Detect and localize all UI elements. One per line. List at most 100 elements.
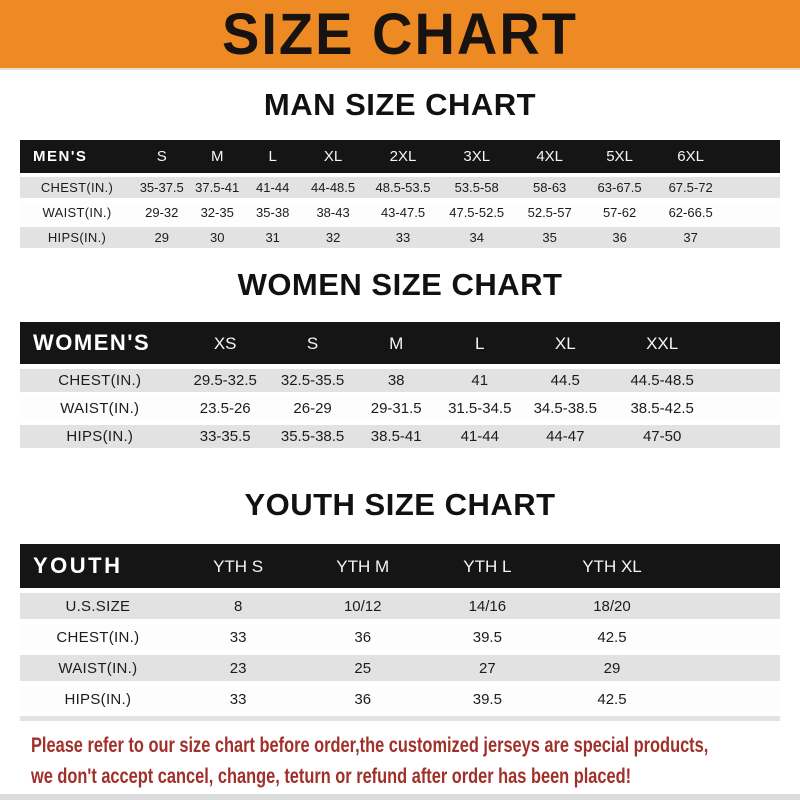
size-value: 33 bbox=[229, 690, 247, 708]
size-value: 43-47.5 bbox=[380, 205, 426, 220]
size-value: 41-44 bbox=[256, 180, 290, 195]
table-corner-label: YOUTH bbox=[33, 553, 123, 578]
size-value: 44-47 bbox=[546, 428, 585, 445]
size-column-header: S bbox=[306, 333, 319, 353]
table-row: WAIST(IN.) 23 25 27 29 bbox=[20, 655, 780, 681]
size-value: 38.5-42.5 bbox=[630, 400, 694, 417]
row-label: WAIST(IN.) bbox=[58, 659, 138, 677]
size-value: 38 bbox=[387, 372, 405, 389]
size-value: 38-43 bbox=[316, 205, 350, 220]
size-value: 33 bbox=[395, 230, 411, 245]
table-header-row: MEN'S S M L XL 2XL 3XL 4XL 5XL 6XL bbox=[20, 140, 780, 173]
table-corner-label: MEN'S bbox=[33, 148, 88, 165]
size-column-header: L bbox=[475, 333, 485, 353]
size-value: 29 bbox=[603, 659, 621, 677]
row-label: CHEST(IN.) bbox=[58, 372, 142, 389]
size-column-header: XXL bbox=[646, 333, 679, 353]
row-label: WAIST(IN.) bbox=[42, 205, 112, 220]
table-row: CHEST(IN.) 35-37.5 37.5-41 41-44 44-48.5 48.5… bbox=[20, 177, 780, 198]
size-value: 52.5-57 bbox=[527, 205, 572, 220]
disclaimer-line-2: we don't accept cancel, change, teturn o… bbox=[31, 765, 632, 788]
disclaimer-line-1: Please refer to our size chart before or… bbox=[31, 734, 709, 757]
size-value: 42.5 bbox=[597, 690, 627, 708]
size-value: 23.5-26 bbox=[199, 400, 251, 417]
size-value: 36 bbox=[612, 230, 627, 245]
size-value: 33-35.5 bbox=[199, 428, 251, 445]
size-value: 41 bbox=[471, 372, 489, 389]
table-corner-label: WOMEN'S bbox=[33, 330, 151, 355]
row-label: HIPS(IN.) bbox=[64, 690, 132, 708]
size-value: 58-63 bbox=[533, 180, 567, 195]
size-column-header: S bbox=[156, 148, 167, 165]
size-column-header: 5XL bbox=[606, 148, 633, 165]
size-column-header: XS bbox=[213, 333, 237, 353]
size-value: 29.5-32.5 bbox=[193, 372, 257, 389]
size-value: 18/20 bbox=[593, 597, 631, 615]
size-value: 32 bbox=[325, 230, 341, 245]
table-row: HIPS(IN.) 33 36 39.5 42.5 bbox=[20, 686, 780, 712]
size-value: 8 bbox=[233, 597, 243, 615]
banner: SIZE CHART bbox=[0, 0, 800, 70]
row-label: CHEST(IN.) bbox=[40, 180, 114, 195]
table-row: CHEST(IN.) 29.5-32.5 32.5-35.5 38 41 44.5 44.5… bbox=[20, 369, 780, 392]
size-value: 10/12 bbox=[343, 597, 382, 615]
women-section-title: WOMEN SIZE CHART bbox=[237, 267, 563, 302]
table-header-row: YOUTH YTH S YTH M YTH L YTH XL bbox=[20, 544, 780, 588]
size-value: 63-67.5 bbox=[597, 180, 642, 195]
size-value: 67.5-72 bbox=[668, 180, 713, 195]
man-section-title: MAN SIZE CHART bbox=[263, 87, 537, 122]
row-label: U.S.SIZE bbox=[65, 597, 131, 615]
table-header-row: WOMEN'S XS S M L XL XXL bbox=[20, 322, 780, 364]
size-column-header: 3XL bbox=[463, 148, 491, 165]
size-value: 37 bbox=[683, 230, 698, 245]
size-value: 31 bbox=[265, 230, 280, 245]
size-value: 36 bbox=[354, 628, 372, 646]
size-value: 35 bbox=[542, 230, 557, 245]
size-value: 44.5-48.5 bbox=[630, 372, 694, 389]
size-value: 32.5-35.5 bbox=[280, 372, 345, 389]
size-value: 37.5-41 bbox=[195, 180, 240, 195]
size-column-header: L bbox=[268, 148, 277, 165]
size-value: 30 bbox=[209, 230, 225, 245]
size-value: 48.5-53.5 bbox=[375, 180, 431, 195]
size-value: 35-37.5 bbox=[139, 180, 184, 195]
size-value: 23 bbox=[229, 659, 247, 677]
page-title: SIZE CHART bbox=[222, 0, 578, 67]
table-row: HIPS(IN.) 29 30 31 32 33 34 35 36 37 bbox=[20, 227, 780, 248]
size-value: 34 bbox=[469, 230, 484, 245]
size-value: 47.5-52.5 bbox=[449, 205, 505, 220]
size-value: 53.5-58 bbox=[454, 180, 499, 195]
womens-size-table: WOMEN'S XS S M L XL XXL CHEST(IN.) 29.5-32.5 32.5… bbox=[20, 322, 780, 448]
size-column-header: YTH L bbox=[463, 556, 512, 576]
size-value: 62-66.5 bbox=[668, 205, 713, 220]
size-column-header: M bbox=[389, 333, 404, 353]
size-value: 39.5 bbox=[472, 690, 502, 708]
mens-size-table: MEN'S S M L XL 2XL 3XL 4XL 5XL 6XL CHEST(IN.) 35-37… bbox=[20, 140, 780, 248]
table-row: WAIST(IN.) 23.5-26 26-29 29-31.5 31.5-34.5 34… bbox=[20, 397, 780, 420]
size-value: 26-29 bbox=[293, 400, 332, 417]
size-column-header: 6XL bbox=[677, 148, 704, 165]
row-label: WAIST(IN.) bbox=[60, 400, 140, 417]
size-value: 44-48.5 bbox=[311, 180, 356, 195]
size-value: 25 bbox=[354, 659, 372, 677]
size-value: 32-35 bbox=[200, 205, 234, 220]
size-value: 34.5-38.5 bbox=[533, 400, 597, 417]
row-label: CHEST(IN.) bbox=[56, 628, 140, 646]
size-value: 44.5 bbox=[550, 372, 580, 389]
size-value: 29-32 bbox=[145, 205, 179, 220]
size-column-header: M bbox=[210, 148, 224, 165]
table-row: HIPS(IN.) 33-35.5 35.5-38.5 38.5-41 41-44 44-… bbox=[20, 425, 780, 448]
table-bottom-strip bbox=[20, 716, 780, 721]
size-value: 47-50 bbox=[642, 428, 682, 445]
size-value: 14/16 bbox=[468, 597, 507, 615]
size-value: 38.5-41 bbox=[370, 428, 422, 445]
size-column-header: XL bbox=[554, 333, 576, 353]
bottom-edge-strip bbox=[0, 794, 800, 800]
size-value: 42.5 bbox=[597, 628, 627, 646]
table-row: WAIST(IN.) 29-32 32-35 35-38 38-43 43-47.5 47.… bbox=[20, 202, 780, 223]
size-value: 31.5-34.5 bbox=[448, 400, 512, 417]
size-column-header: 4XL bbox=[536, 148, 564, 165]
size-column-header: YTH M bbox=[336, 556, 390, 576]
size-column-header: XL bbox=[323, 148, 343, 165]
size-value: 27 bbox=[479, 659, 496, 677]
